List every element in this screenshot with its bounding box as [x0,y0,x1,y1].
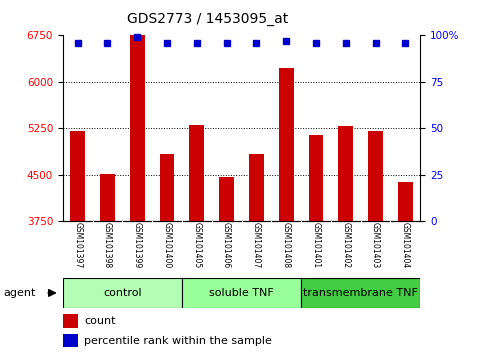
Bar [309,135,324,221]
Text: GSM101398: GSM101398 [103,222,112,268]
Bar [63,278,182,308]
Bar [301,278,420,308]
Bar [63,314,78,328]
Text: GSM101400: GSM101400 [163,222,171,269]
Text: GSM101399: GSM101399 [133,222,142,269]
Bar [219,177,234,221]
Text: GSM101407: GSM101407 [252,222,261,269]
Bar [189,125,204,221]
Text: transmembrane TNF: transmembrane TNF [303,288,418,298]
Text: GDS2773 / 1453095_at: GDS2773 / 1453095_at [127,12,288,27]
Bar [398,182,413,221]
Bar [63,334,78,347]
Text: GSM101404: GSM101404 [401,222,410,269]
Text: agent: agent [3,288,36,298]
Text: GSM101397: GSM101397 [73,222,82,269]
Text: percentile rank within the sample: percentile rank within the sample [84,336,272,346]
Bar [338,126,353,221]
Text: control: control [103,288,142,298]
Text: GSM101406: GSM101406 [222,222,231,269]
Text: GSM101408: GSM101408 [282,222,291,268]
Bar [279,68,294,221]
Text: GSM101401: GSM101401 [312,222,320,268]
Text: GSM101402: GSM101402 [341,222,350,268]
Bar [159,154,174,221]
Text: GSM101405: GSM101405 [192,222,201,269]
Text: count: count [84,316,115,326]
Bar [130,35,145,221]
Bar [368,131,383,221]
Bar [70,131,85,221]
Text: GSM101403: GSM101403 [371,222,380,269]
Text: soluble TNF: soluble TNF [209,288,274,298]
Bar [249,154,264,221]
Bar [182,278,301,308]
Bar [100,173,115,221]
